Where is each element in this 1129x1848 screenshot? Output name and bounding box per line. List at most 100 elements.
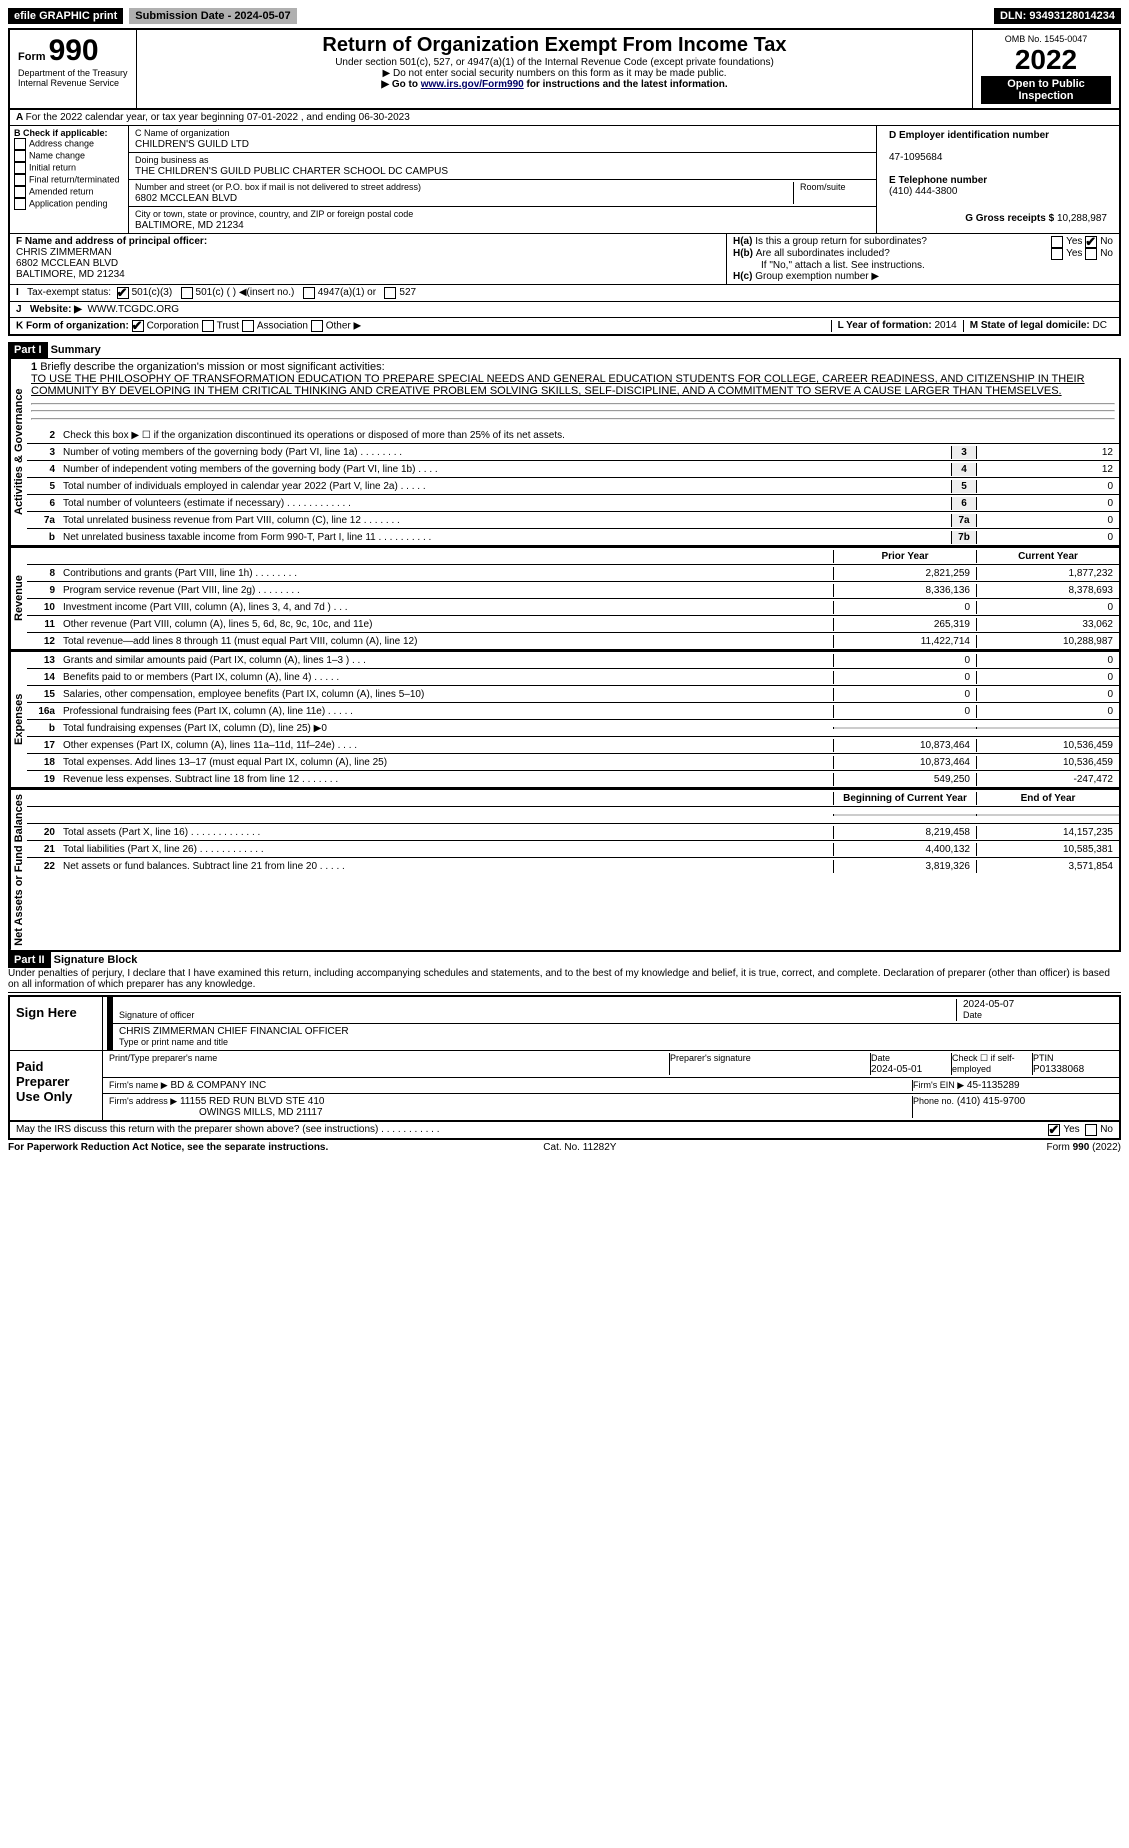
firm-name: BD & COMPANY INC [170,1080,266,1091]
tax-year: 2022 [981,44,1111,76]
exp-14-cy: 0 [976,671,1119,684]
form-header: Form 990 Department of the Treasury Inte… [8,28,1121,110]
checkbox-final-return[interactable] [14,174,26,186]
exp-17-py: 10,873,464 [833,739,976,752]
ha-yes[interactable] [1051,236,1063,248]
rev-9-cy: 8,378,693 [976,584,1119,597]
exp-16a-py: 0 [833,705,976,718]
rev-11-cy: 33,062 [976,618,1119,631]
exp-13-cy: 0 [976,654,1119,667]
irs-link[interactable]: www.irs.gov/Form990 [421,79,524,90]
city-state-zip: BALTIMORE, MD 21234 [135,220,244,231]
checkbox-address-change[interactable] [14,138,26,150]
ptin: P01338068 [1033,1064,1084,1075]
checkbox-name-change[interactable] [14,150,26,162]
line-k-l-m: K Form of organization: Corporation Trus… [8,318,1121,336]
gross-receipts: 10,288,987 [1057,213,1107,224]
checkbox-initial-return[interactable] [14,162,26,174]
i-4947[interactable] [303,287,315,299]
na-21-e: 10,585,381 [976,843,1119,856]
officer-sig-name: CHRIS ZIMMERMAN CHIEF FINANCIAL OFFICER [119,1026,349,1037]
section-d-e-g: D Employer identification number47-10956… [877,126,1119,233]
footer-form: Form 990 (2022) [1047,1142,1121,1153]
na-20-b: 8,219,458 [833,826,976,839]
na-21-b: 4,400,132 [833,843,976,856]
vlabel-rev: Revenue [10,548,27,649]
exp-15-py: 0 [833,688,976,701]
dln: DLN: 93493128014234 [994,8,1121,24]
i-527[interactable] [384,287,396,299]
discuss-no[interactable] [1085,1124,1097,1136]
i-501c[interactable] [181,287,193,299]
form-subtitle2: ▶ Do not enter social security numbers o… [145,68,964,79]
street-address: 6802 MCCLEAN BLVD [135,193,237,204]
part1-title: Summary [51,344,101,356]
k-assoc[interactable] [242,320,254,332]
val-6: 0 [976,497,1119,510]
rev-8-cy: 1,877,232 [976,567,1119,580]
rev-11-py: 265,319 [833,618,976,631]
rev-8-py: 2,821,259 [833,567,976,580]
efile-label: efile GRAPHIC print [8,8,123,24]
val-7b: 0 [976,531,1119,544]
line-j: J Website: ▶ WWW.TCGDC.ORG [8,302,1121,318]
val-5: 0 [976,480,1119,493]
year-formation: 2014 [934,320,956,331]
header-block: B Check if applicable: Address change Na… [8,126,1121,234]
form-title: Return of Organization Exempt From Incom… [145,34,964,57]
k-corp[interactable] [132,320,144,332]
discuss-row: May the IRS discuss this return with the… [8,1122,1121,1140]
submission-date: Submission Date - 2024-05-07 [129,8,296,24]
vlabel-exp: Expenses [10,652,27,787]
exp-15-cy: 0 [976,688,1119,701]
exp-14-py: 0 [833,671,976,684]
state-domicile: DC [1093,320,1107,331]
discuss-yes[interactable] [1048,1124,1060,1136]
mission-text: TO USE THE PHILOSOPHY OF TRANSFORMATION … [31,373,1085,397]
na-22-b: 3,819,326 [833,860,976,873]
i-501c3[interactable] [117,287,129,299]
part1-label: Part I [8,342,48,358]
org-name: CHILDREN'S GUILD LTD [135,139,249,150]
activities-governance: Activities & Governance 1 Briefly descri… [8,358,1121,547]
section-c: C Name of organizationCHILDREN'S GUILD L… [129,126,877,233]
rev-12-cy: 10,288,987 [976,635,1119,648]
exp-13-py: 0 [833,654,976,667]
exp-17-cy: 10,536,459 [976,739,1119,752]
footer-cat: Cat. No. 11282Y [543,1142,616,1153]
telephone: (410) 444-3800 [889,186,957,197]
page-footer: For Paperwork Reduction Act Notice, see … [8,1142,1121,1153]
exp-18-cy: 10,536,459 [976,756,1119,769]
checkbox-app-pending[interactable] [14,198,26,210]
sig-date: 2024-05-07 [963,999,1014,1010]
sign-here-label: Sign Here [10,997,103,1050]
irs-label: Internal Revenue Service [18,78,128,88]
vlabel-ag: Activities & Governance [10,359,27,545]
omb-number: OMB No. 1545-0047 [981,34,1111,44]
exp-19-py: 549,250 [833,773,976,786]
val-7a: 0 [976,514,1119,527]
hb-yes[interactable] [1051,248,1063,260]
firm-addr1: 11155 RED RUN BLVD STE 410 [180,1096,325,1107]
officer-addr2: BALTIMORE, MD 21234 [16,269,125,280]
vlabel-na: Net Assets or Fund Balances [10,790,27,950]
k-other[interactable] [311,320,323,332]
section-b: B Check if applicable: Address change Na… [10,126,129,233]
firm-ein: 45-1135289 [967,1080,1020,1091]
na-22-e: 3,571,854 [976,860,1119,873]
rev-12-py: 11,422,714 [833,635,976,648]
dba: THE CHILDREN'S GUILD PUBLIC CHARTER SCHO… [135,166,448,177]
checkbox-amended-return[interactable] [14,186,26,198]
line-i: I Tax-exempt status: 501(c)(3) 501(c) ( … [8,285,1121,302]
rev-9-py: 8,336,136 [833,584,976,597]
website[interactable]: WWW.TCGDC.ORG [87,304,179,315]
topbar: efile GRAPHIC print Submission Date - 20… [8,8,1121,24]
k-trust[interactable] [202,320,214,332]
firm-addr2: OWINGS MILLS, MD 21117 [199,1107,323,1118]
ha-no[interactable] [1085,236,1097,248]
footer-left: For Paperwork Reduction Act Notice, see … [8,1142,328,1153]
sig-declaration: Under penalties of perjury, I declare th… [8,968,1121,993]
expenses-section: Expenses 13Grants and similar amounts pa… [8,651,1121,789]
sign-here-block: Sign Here Signature of officer2024-05-07… [8,995,1121,1122]
f-h-block: F Name and address of principal officer:… [8,234,1121,285]
